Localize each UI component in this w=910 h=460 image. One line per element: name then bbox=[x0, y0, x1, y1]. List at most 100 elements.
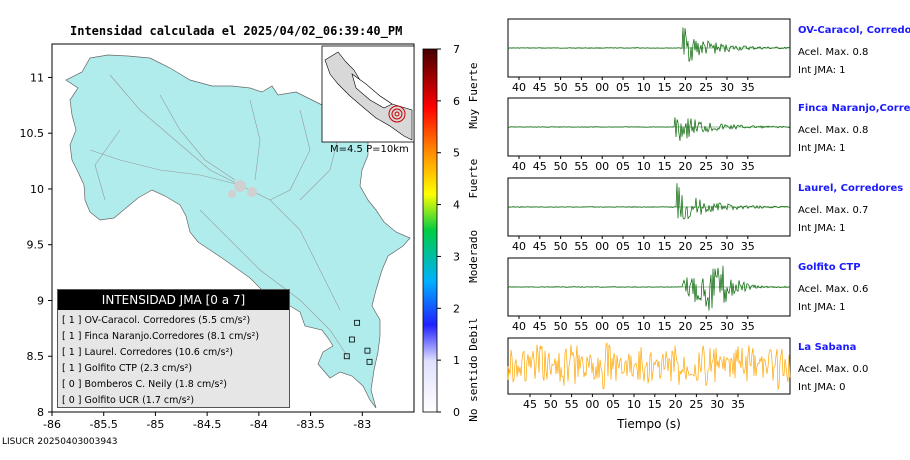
seismogram-tick-label: 50 bbox=[554, 240, 568, 253]
seismogram-tick-label: 00 bbox=[595, 240, 609, 253]
map-y-tick-label: 9.5 bbox=[27, 239, 45, 252]
seismogram-tick-label: 15 bbox=[658, 81, 672, 94]
colorbar-label: Muy Fuerte bbox=[467, 63, 480, 129]
seismogram-tick-label: 40 bbox=[512, 320, 526, 333]
legend-entry: [ 1 ] Golfito CTP (2.3 cm/s²) bbox=[62, 363, 193, 374]
legend-entry: [ 1 ] Laurel. Corredores (10.6 cm/s²) bbox=[62, 347, 233, 358]
colorbar-tick-label: 6 bbox=[453, 95, 460, 108]
seismogram-panel: 40 45 50 55 00 05 10 15 20 25 30 35 bbox=[507, 257, 791, 333]
colorbar-tick-label: 5 bbox=[453, 147, 460, 160]
station-acceleration: Acel. Max. 0.8 bbox=[798, 125, 869, 136]
map-y-tick-label: 10 bbox=[30, 183, 44, 196]
seismogram-tick-label: 25 bbox=[699, 240, 713, 253]
seismogram-tick-label: 35 bbox=[741, 160, 755, 173]
seismogram-panel: 40 45 50 55 00 05 10 15 20 25 30 35 bbox=[507, 97, 791, 173]
seismogram-tick-label: 40 bbox=[512, 81, 526, 94]
station-jma-intensity: Int JMA: 1 bbox=[798, 65, 846, 76]
seismogram-tick-label: 55 bbox=[565, 398, 579, 411]
seismogram-tick-label: 50 bbox=[544, 398, 558, 411]
station-marker bbox=[349, 336, 355, 343]
map-x-ticks: -86 -85.5 -85 -84.5 -84 -83.5 -83 bbox=[43, 412, 371, 431]
seismogram-tick-label: 55 bbox=[574, 81, 588, 94]
seismogram-tick-label: 40 bbox=[512, 240, 526, 253]
epicenter-icon bbox=[388, 105, 406, 123]
seismogram-tick-label: 40 bbox=[512, 160, 526, 173]
seismogram-tick-label: 55 bbox=[574, 320, 588, 333]
station-marker bbox=[343, 353, 350, 360]
seismogram-tick-label: 45 bbox=[533, 320, 547, 333]
station-jma-intensity: Int JMA: 0 bbox=[798, 382, 846, 393]
colorbar-labels: No sentido Debil Moderado Fuerte Muy Fuerte bbox=[467, 63, 480, 422]
seismogram-tick-label: 25 bbox=[699, 320, 713, 333]
station-acceleration: Acel. Max. 0.6 bbox=[798, 284, 869, 295]
legend-entry: [ 1 ] OV-Caracol. Corredores (5.5 cm/s²) bbox=[62, 315, 251, 326]
inset-cr-outline bbox=[351, 73, 393, 109]
station-name: Laurel, Corredores bbox=[798, 183, 904, 194]
seismogram-tick-label: 00 bbox=[595, 81, 609, 94]
map-y-tick-label: 8 bbox=[37, 406, 44, 419]
station-jma-intensity: Int JMA: 1 bbox=[798, 143, 846, 154]
seismogram-tick-label: 15 bbox=[658, 320, 672, 333]
footer-stamp: LISUCR 20250403003943 bbox=[2, 437, 118, 447]
seismogram-tick-label: 10 bbox=[637, 160, 651, 173]
seismogram-tick-label: 10 bbox=[637, 240, 651, 253]
seismogram-tick-label: 05 bbox=[606, 398, 620, 411]
seismogram-tick-label: 05 bbox=[616, 240, 630, 253]
colorbar-tick-label: 3 bbox=[453, 250, 460, 263]
station-name: La Sabana bbox=[798, 342, 857, 353]
seismogram-tick-label: 45 bbox=[533, 240, 547, 253]
seismogram-panel: 45 50 55 00 05 10 15 20 25 30 35 bbox=[507, 337, 791, 411]
map-x-tick-label: -86 bbox=[43, 418, 61, 431]
seismogram-tick-label: 00 bbox=[585, 398, 599, 411]
legend-entry: [ 0 ] Bomberos C. Neily (1.8 cm/s²) bbox=[62, 379, 227, 390]
seismogram-tick-label: 15 bbox=[658, 160, 672, 173]
station-name: OV-Caracol, Corredores bbox=[798, 25, 910, 36]
map-y-ticks: 8 8.5 9 9.5 10 10.5 11 bbox=[20, 71, 52, 419]
station-name: Golfito CTP bbox=[798, 262, 861, 273]
seismogram-tick-label: 05 bbox=[616, 320, 630, 333]
map-x-tick-label: -83.5 bbox=[296, 418, 324, 431]
station-marker bbox=[366, 358, 373, 365]
costa-rica-land bbox=[65, 54, 411, 409]
seismogram-tick-label: 10 bbox=[637, 81, 651, 94]
station-acceleration: Acel. Max. 0.7 bbox=[798, 205, 869, 216]
seismogram-tick-label: 30 bbox=[710, 398, 724, 411]
seismogram-tick-label: 35 bbox=[731, 398, 745, 411]
legend-rows: [ 1 ] OV-Caracol. Corredores (5.5 cm/s²)… bbox=[58, 310, 289, 409]
seismogram-tick-label: 30 bbox=[720, 160, 734, 173]
map-x-tick-label: -83 bbox=[353, 418, 371, 431]
colorbar-ticks: 0 1 2 3 4 5 6 7 bbox=[437, 43, 460, 419]
city-cluster bbox=[228, 180, 257, 198]
map-x-tick-label: -85 bbox=[146, 418, 164, 431]
seismogram-tick-label: 20 bbox=[678, 160, 692, 173]
seismogram-tick-label: 35 bbox=[741, 81, 755, 94]
map-y-tick-label: 10.5 bbox=[20, 127, 45, 140]
legend-box: INTENSIDAD JMA [0 a 7] [ 1 ] OV-Caracol.… bbox=[57, 289, 290, 408]
seismogram-tick-label: 50 bbox=[554, 81, 568, 94]
colorbar-label: Fuerte bbox=[467, 159, 480, 199]
seismogram-tick-label: 00 bbox=[595, 320, 609, 333]
seismogram-tick-label: 15 bbox=[648, 398, 662, 411]
colorbar-tick-label: 0 bbox=[453, 406, 460, 419]
seismogram-tick-label: 15 bbox=[658, 240, 672, 253]
seismogram-trace bbox=[507, 342, 791, 390]
seismogram-tick-label: 20 bbox=[669, 398, 683, 411]
seismogram-tick-label: 50 bbox=[554, 320, 568, 333]
seismogram-tick-label: 30 bbox=[720, 240, 734, 253]
map-x-tick-label: -84.5 bbox=[193, 418, 221, 431]
station-marker bbox=[354, 319, 361, 326]
map-station-markers bbox=[343, 319, 373, 365]
inset-label: M=4.5 P=10km bbox=[330, 144, 409, 155]
seismogram-tick-label: 20 bbox=[678, 81, 692, 94]
seismogram-tick-label: 45 bbox=[533, 81, 547, 94]
colorbar-tick-label: 4 bbox=[453, 199, 460, 212]
seismogram-tick-label: 10 bbox=[637, 320, 651, 333]
seismogram-tick-label: 25 bbox=[699, 160, 713, 173]
seismogram-tick-label: 05 bbox=[616, 160, 630, 173]
seismogram-tick-label: 55 bbox=[574, 160, 588, 173]
colorbar-tick-label: 7 bbox=[453, 43, 460, 56]
map-x-tick-label: -84 bbox=[250, 418, 268, 431]
seismogram-panel: 40 45 50 55 00 05 10 15 20 25 30 35 bbox=[507, 18, 791, 94]
seismogram-panel: 40 45 50 55 00 05 10 15 20 25 30 35 bbox=[507, 177, 791, 253]
